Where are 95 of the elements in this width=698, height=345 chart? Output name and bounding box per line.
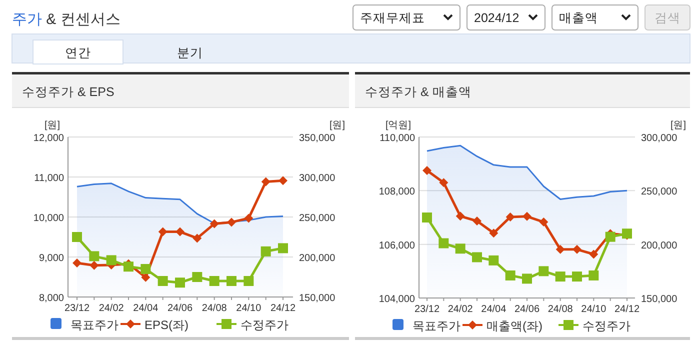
y-tick-label: 9,000	[38, 253, 64, 264]
y-tick-label: 108,000	[378, 186, 416, 198]
y-axis-title: [원]	[44, 120, 60, 131]
y-tick-label: 10,000	[33, 213, 64, 224]
y2-tick-label: 150,000	[641, 294, 678, 305]
point	[438, 238, 449, 248]
point	[488, 255, 499, 266]
point	[192, 272, 202, 282]
x-tick-label: 24/10	[581, 304, 607, 315]
text: 연간	[65, 46, 91, 60]
legend-label: 목표주가	[412, 319, 460, 333]
point	[489, 228, 498, 238]
point	[158, 276, 168, 286]
point	[539, 218, 548, 227]
y2-tick-label: 150,000	[299, 293, 336, 304]
point	[605, 232, 616, 242]
legend-label: 목표주가	[70, 318, 118, 332]
point	[556, 244, 565, 254]
point	[588, 270, 599, 280]
point	[439, 178, 448, 188]
x-tick-label: 24/06	[167, 303, 193, 314]
x-tick-label: 23/12	[64, 303, 90, 314]
point	[176, 227, 184, 236]
point	[106, 255, 116, 266]
point	[261, 177, 270, 186]
y2-tick-label: 300,000	[641, 133, 678, 144]
point	[226, 276, 236, 286]
y-tick-label: 8,000	[38, 293, 64, 304]
x-tick-label: 24/06	[514, 304, 540, 315]
text: 분기	[177, 46, 203, 60]
y2-tick-label: 250,000	[641, 186, 678, 198]
point	[505, 270, 516, 280]
point	[589, 250, 598, 259]
y-tick-label: 11,000	[34, 173, 64, 184]
point	[209, 276, 220, 286]
point	[244, 214, 254, 223]
x-tick-label: 24/08	[548, 304, 574, 315]
text: 매출액	[559, 11, 598, 25]
y2-axis-title: [원]	[329, 120, 346, 131]
y2-tick-label: 350,000	[299, 133, 336, 144]
text: 2024/12	[474, 11, 520, 25]
y-tick-label: 106,000	[378, 240, 416, 252]
x-tick-label: 24/08	[202, 303, 228, 314]
point	[506, 212, 515, 222]
point	[140, 264, 151, 274]
point	[278, 243, 288, 254]
point	[72, 232, 82, 242]
y-tick-label: 104,000	[378, 294, 416, 305]
point	[422, 166, 432, 176]
point	[538, 266, 549, 276]
y2-tick-label: 200,000	[641, 240, 678, 252]
point	[89, 251, 100, 262]
point	[522, 274, 532, 284]
chart-title: 수정주가 & EPS	[22, 85, 114, 99]
legend-label: EPS(좌)	[144, 318, 189, 332]
point	[572, 244, 582, 254]
point	[244, 276, 254, 286]
x-tick-label: 24/10	[236, 303, 262, 314]
point	[260, 246, 271, 256]
x-tick-label: 24/12	[614, 304, 640, 315]
x-tick-label: 24/02	[448, 304, 474, 315]
point	[124, 262, 134, 272]
x-tick-label: 24/04	[133, 303, 159, 314]
y-tick-label: 110,000	[380, 133, 416, 144]
point	[522, 212, 532, 221]
x-tick-label: 24/12	[270, 303, 296, 314]
point	[572, 272, 582, 282]
chart-title: 수정주가 & 매출액	[365, 85, 472, 99]
y-axis-title: [억원]	[385, 120, 412, 131]
legend-label: 매출액(좌)	[486, 319, 542, 333]
x-tick-label: 23/12	[414, 304, 440, 315]
y2-tick-label: 250,000	[299, 213, 336, 224]
x-tick-label: 24/04	[481, 304, 507, 315]
point	[175, 278, 185, 288]
legend-label: 수정주가	[582, 319, 630, 333]
x-tick-label: 24/02	[98, 303, 124, 314]
point	[555, 272, 566, 282]
text: 주가 & 컨센서스	[12, 11, 120, 28]
point	[210, 219, 219, 228]
point	[192, 234, 202, 243]
y-tick-label: 12,000	[33, 133, 64, 144]
point	[422, 212, 432, 222]
point	[227, 218, 236, 227]
y2-tick-label: 300,000	[299, 173, 336, 184]
point	[472, 216, 482, 226]
text: 검색	[654, 11, 680, 25]
point	[455, 244, 466, 254]
point	[278, 176, 288, 186]
point	[456, 212, 465, 221]
point	[72, 258, 82, 268]
y2-tick-label: 200,000	[299, 253, 336, 264]
y2-axis-title: [원]	[670, 120, 686, 131]
point	[472, 252, 482, 262]
text: 주재무제표	[360, 11, 425, 25]
legend-label: 수정주가	[240, 318, 288, 332]
